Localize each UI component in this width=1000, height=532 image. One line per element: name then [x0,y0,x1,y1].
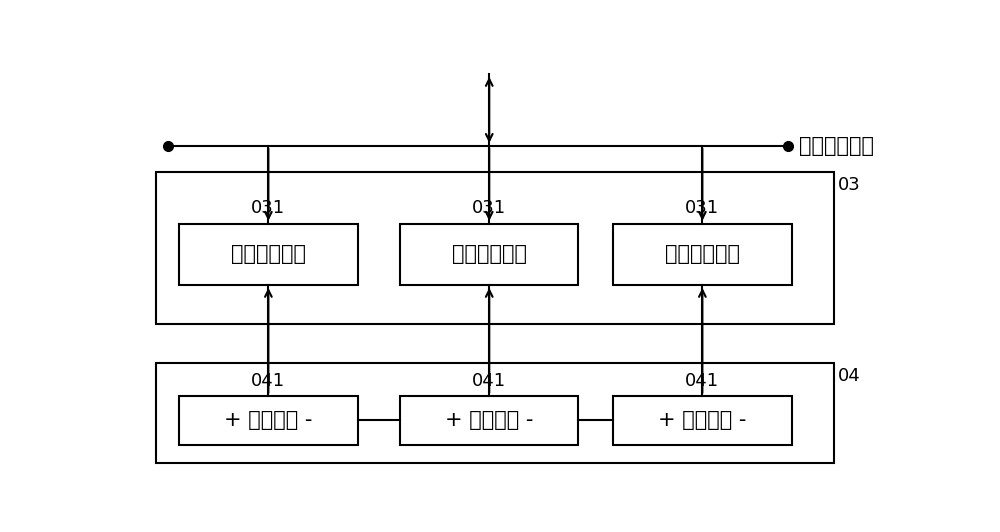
Text: 031: 031 [685,200,719,218]
Bar [179,396,358,445]
Text: + 充电电池 -: + 充电电池 - [224,410,313,430]
Text: 041: 041 [251,371,285,389]
Text: 031: 031 [251,200,285,218]
Bar [400,396,578,445]
Text: 041: 041 [685,371,719,389]
Text: 03: 03 [838,177,861,195]
Text: + 充电电池 -: + 充电电池 - [658,410,747,430]
Text: + 充电电池 -: + 充电电池 - [445,410,533,430]
Text: 串行通信总线: 串行通信总线 [799,136,874,156]
Bar [156,172,834,324]
Bar [613,223,792,285]
Text: 04: 04 [838,367,861,385]
Bar [400,223,578,285]
Bar [613,396,792,445]
Text: 智能均衡模块: 智能均衡模块 [231,244,306,264]
Text: 041: 041 [472,371,506,389]
Bar [156,363,834,463]
Text: 031: 031 [472,200,506,218]
Bar [179,223,358,285]
Text: 智能均衡模块: 智能均衡模块 [665,244,740,264]
Text: 智能均衡模块: 智能均衡模块 [452,244,527,264]
